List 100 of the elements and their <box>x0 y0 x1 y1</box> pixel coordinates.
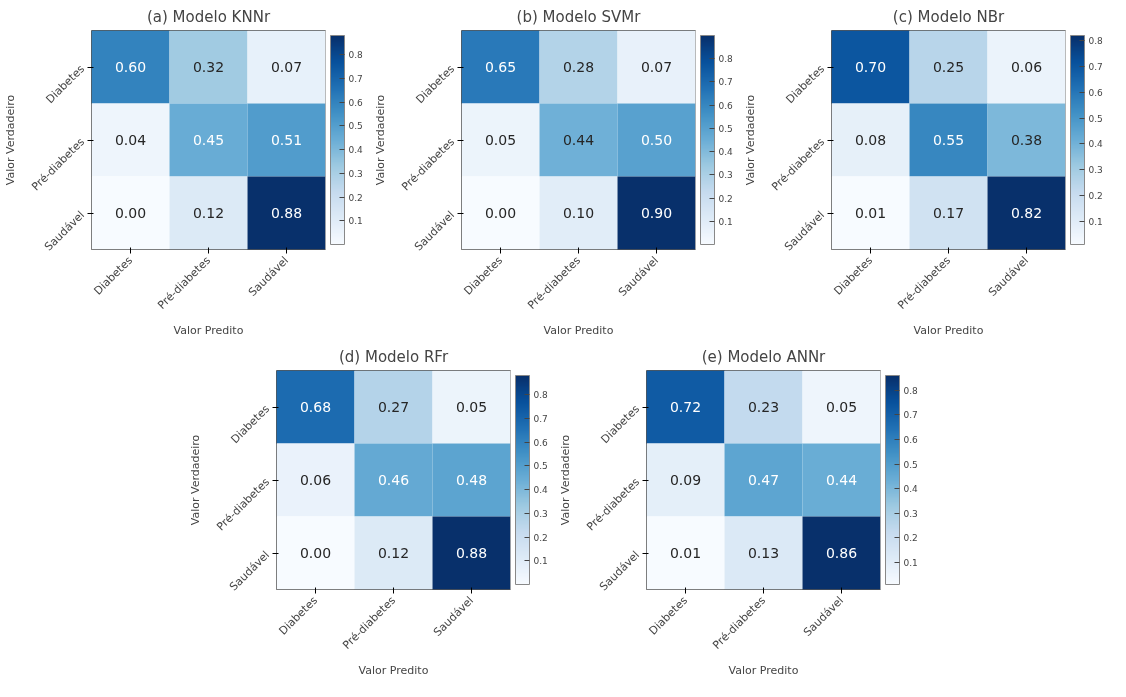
data-label: 0.12 <box>192 205 225 221</box>
color-bar-label: 0.7 <box>348 73 363 84</box>
color-bar-label: 0.6 <box>903 434 919 445</box>
data-label: 0.47 <box>747 472 780 488</box>
data-label: 0.10 <box>562 205 595 221</box>
data-label: 0.01 <box>669 545 702 561</box>
color-bar-label: 0.7 <box>1088 61 1103 72</box>
x-axis-title: Valor Predito <box>358 664 429 678</box>
y-axis-title: Valor Verdadeiro <box>558 434 572 526</box>
data-label: 0.45 <box>192 132 225 148</box>
data-label: 0.88 <box>455 545 488 561</box>
data-label: 0.44 <box>825 472 858 488</box>
data-label: 0.06 <box>1010 59 1043 75</box>
x-axis-title: Valor Predito <box>913 324 984 338</box>
data-label: 0.04 <box>114 132 147 148</box>
data-label: 0.86 <box>825 545 858 561</box>
data-label: 0.09 <box>669 472 702 488</box>
color-bar-label: 0.4 <box>903 484 919 495</box>
color-bar-label: 0.2 <box>718 193 733 204</box>
color-bar-label: 0.5 <box>348 121 363 132</box>
color-bar-label: 0.8 <box>903 385 919 396</box>
data-label: 0.12 <box>377 545 410 561</box>
color-bar-label: 0.3 <box>348 168 363 179</box>
data-label: 0.07 <box>270 59 303 75</box>
color-bar-label: 0.2 <box>1088 190 1103 201</box>
data-label: 0.44 <box>562 132 595 148</box>
color-bar-label: 0.1 <box>348 216 363 227</box>
color-bar-label: 0.1 <box>533 556 548 567</box>
color-bar-label: 0.5 <box>718 123 733 134</box>
data-label: 0.60 <box>114 59 147 75</box>
data-label: 0.82 <box>1010 205 1043 221</box>
color-bar-label: 0.7 <box>903 410 918 421</box>
color-bar-label: 0.1 <box>1088 216 1103 227</box>
data-label: 0.08 <box>854 132 887 148</box>
data-label: 0.70 <box>854 59 887 75</box>
data-label: 0.13 <box>747 545 780 561</box>
y-axis-title: Valor Verdadeiro <box>743 94 757 186</box>
data-label: 0.07 <box>640 59 673 75</box>
color-bar-label: 0.5 <box>533 461 548 472</box>
data-label: 0.50 <box>640 132 673 148</box>
color-bar-label: 0.1 <box>718 216 733 227</box>
data-label: 0.55 <box>932 132 965 148</box>
data-label: 0.90 <box>640 205 673 221</box>
data-label: 0.05 <box>455 399 488 415</box>
data-label: 0.28 <box>562 59 595 75</box>
chart-title: (e) Modelo ANNr <box>701 347 827 366</box>
color-bar-label: 0.2 <box>348 192 363 203</box>
data-label: 0.68 <box>299 399 332 415</box>
color-bar-label: 0.8 <box>348 50 364 60</box>
data-label: 0.25 <box>932 59 965 75</box>
chart-title: (b) Modelo SVMr <box>516 7 642 26</box>
color-bar-label: 0.2 <box>533 532 548 543</box>
data-label: 0.46 <box>377 472 410 488</box>
color-bar-label: 0.4 <box>348 145 364 155</box>
data-label: 0.32 <box>192 59 225 75</box>
color-bar-label: 0.3 <box>718 170 733 181</box>
color-bar-label: 0.4 <box>718 147 734 158</box>
data-label: 0.05 <box>484 132 517 148</box>
data-label: 0.27 <box>377 399 410 415</box>
chart-title: (d) Modelo RFr <box>338 347 449 366</box>
data-label: 0.17 <box>932 205 965 221</box>
color-bar-label: 0.7 <box>533 413 548 424</box>
color-bar-label: 0.7 <box>718 77 733 88</box>
data-label: 0.65 <box>484 59 517 75</box>
data-label: 0.48 <box>455 472 488 488</box>
data-label: 0.00 <box>114 205 147 221</box>
data-label: 0.05 <box>825 399 858 415</box>
data-label: 0.38 <box>1010 132 1043 148</box>
color-bar-label: 0.3 <box>903 508 918 519</box>
color-bar-label: 0.8 <box>718 54 734 65</box>
color-bar-label: 0.2 <box>903 533 918 544</box>
x-axis-title: Valor Predito <box>543 324 614 338</box>
color-bar-label: 0.5 <box>903 459 918 470</box>
data-label: 0.01 <box>854 205 887 221</box>
y-axis-title: Valor Verdadeiro <box>188 434 202 526</box>
x-axis-title: Valor Predito <box>728 664 799 678</box>
data-label: 0.06 <box>299 472 332 488</box>
color-bar-label: 0.8 <box>533 390 549 400</box>
color-bar-label: 0.5 <box>1088 113 1103 124</box>
y-axis-title: Valor Verdadeiro <box>373 94 387 186</box>
color-bar-label: 0.4 <box>533 485 549 495</box>
color-bar-label: 0.3 <box>1088 165 1103 176</box>
data-label: 0.23 <box>747 399 780 415</box>
color-bar-label: 0.6 <box>718 100 734 111</box>
x-axis-title: Valor Predito <box>173 324 244 338</box>
data-label: 0.72 <box>669 399 702 415</box>
y-axis-title: Valor Verdadeiro <box>3 94 17 186</box>
data-label: 0.00 <box>484 205 517 221</box>
chart-title: (a) Modelo KNNr <box>146 7 271 26</box>
color-bar-label: 0.6 <box>1088 87 1104 98</box>
color-bar-label: 0.6 <box>533 437 549 448</box>
color-bar-label: 0.6 <box>348 97 364 108</box>
color-bar-label: 0.8 <box>1088 36 1104 47</box>
color-bar-label: 0.1 <box>903 557 918 568</box>
data-label: 0.88 <box>270 205 303 221</box>
color-bar-label: 0.3 <box>533 508 548 519</box>
chart-title: (c) Modelo NBr <box>892 7 1006 26</box>
color-bar-label: 0.4 <box>1088 139 1104 150</box>
data-label: 0.00 <box>299 545 332 561</box>
data-label: 0.51 <box>270 132 303 148</box>
